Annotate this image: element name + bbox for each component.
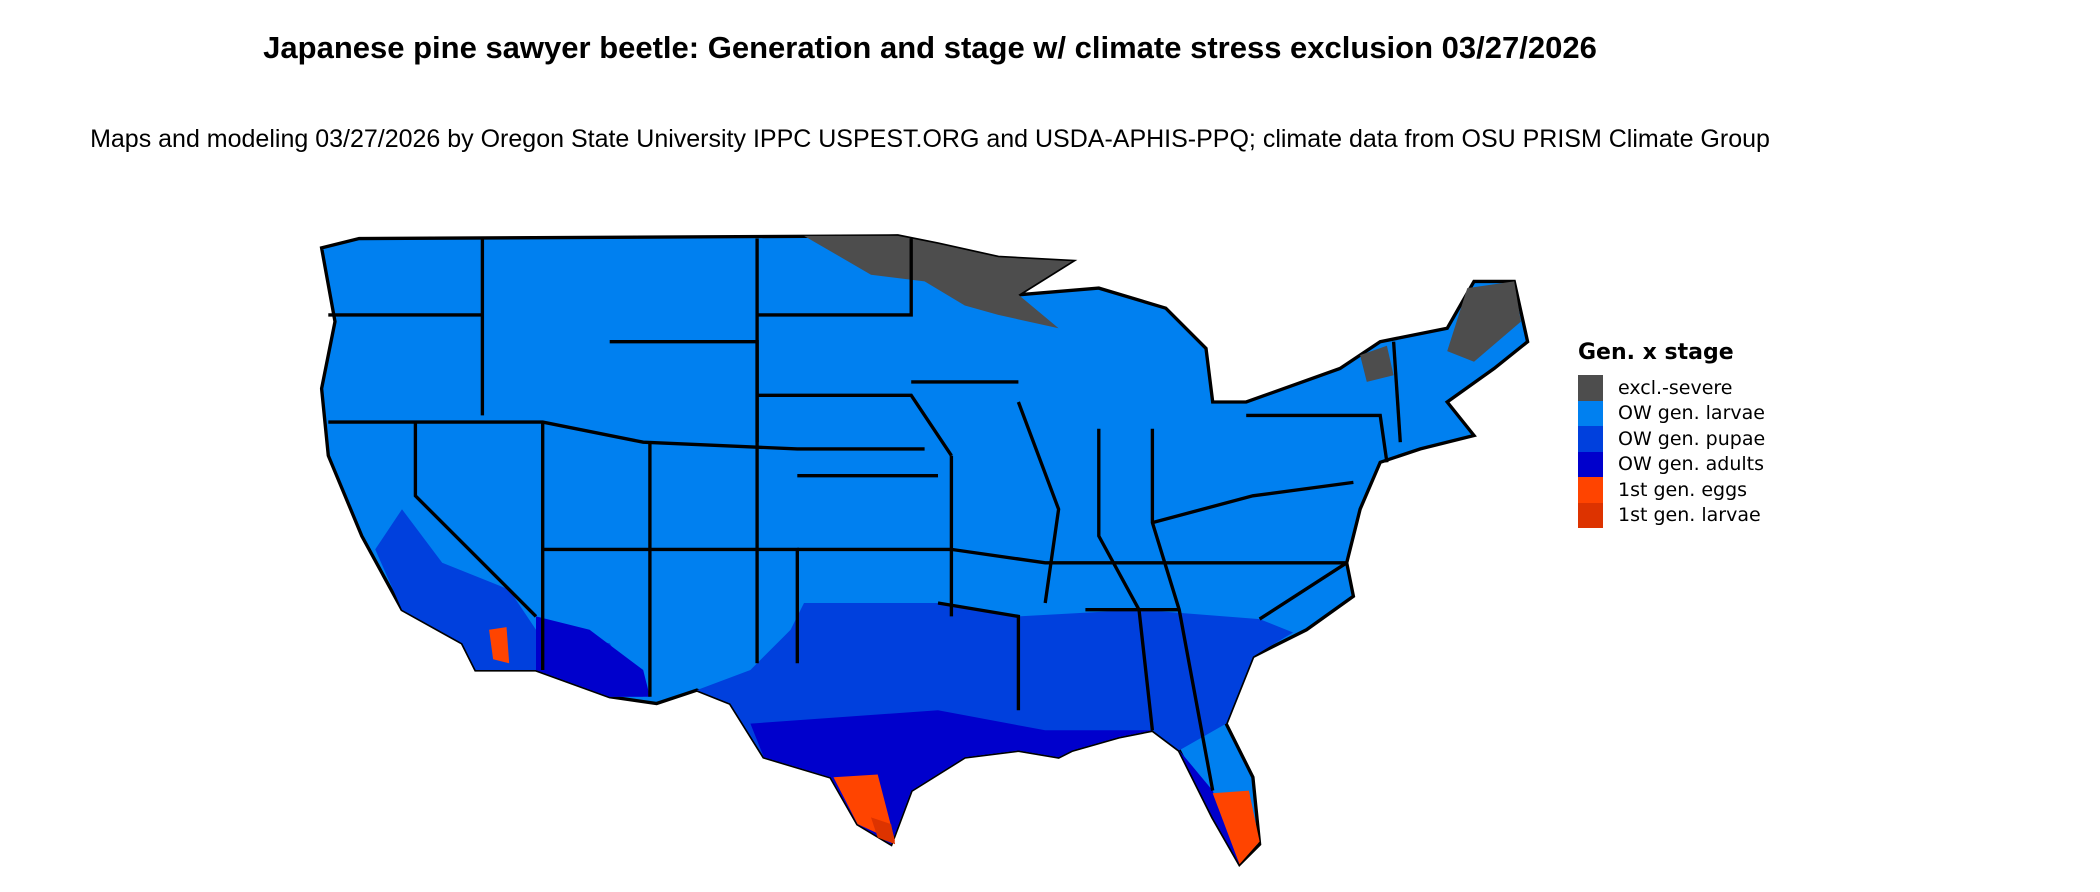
legend-swatch: [1578, 477, 1603, 503]
legend-label: OW gen. larvae: [1618, 402, 1765, 425]
legend-label: 1st gen. larvae: [1618, 504, 1761, 527]
legend-swatch: [1578, 375, 1603, 401]
legend-label: 1st gen. eggs: [1618, 478, 1748, 501]
map-subtitle: Maps and modeling 03/27/2026 by Oregon S…: [90, 125, 1770, 153]
map-title: Japanese pine sawyer beetle: Generation …: [263, 30, 1597, 65]
legend-label: OW gen. pupae: [1618, 427, 1766, 450]
region-excl-mn: [804, 235, 1072, 329]
state-borders: [328, 238, 1402, 791]
region-1st-eggs-ca: [489, 627, 510, 664]
legend-item: OW gen. adults: [1578, 451, 1765, 477]
legend-item: OW gen. pupae: [1578, 426, 1765, 452]
legend-item: excl.-severe: [1578, 375, 1765, 401]
region-1st-eggs-fl: [1212, 790, 1260, 865]
legend-swatch: [1578, 400, 1603, 426]
legend-swatch: [1578, 426, 1603, 452]
legend-item: 1st gen. larvae: [1578, 502, 1765, 528]
legend-label: excl.-severe: [1618, 376, 1733, 399]
legend-swatch: [1578, 502, 1603, 528]
legend-label: OW gen. adults: [1618, 453, 1765, 476]
legend-item: 1st gen. eggs: [1578, 477, 1765, 503]
legend-title: Gen. x stage: [1578, 340, 1734, 365]
region-excl-ny: [1360, 345, 1394, 382]
legend-item: OW gen. larvae: [1578, 400, 1765, 426]
region-excl-me: [1447, 281, 1521, 362]
legend: Gen. x stage excl.-severe OW gen. larvae…: [1578, 340, 1765, 528]
region-1st-larvae-tx: [871, 817, 896, 845]
region-ow-adults-az: [536, 616, 650, 697]
legend-swatch: [1578, 451, 1603, 477]
